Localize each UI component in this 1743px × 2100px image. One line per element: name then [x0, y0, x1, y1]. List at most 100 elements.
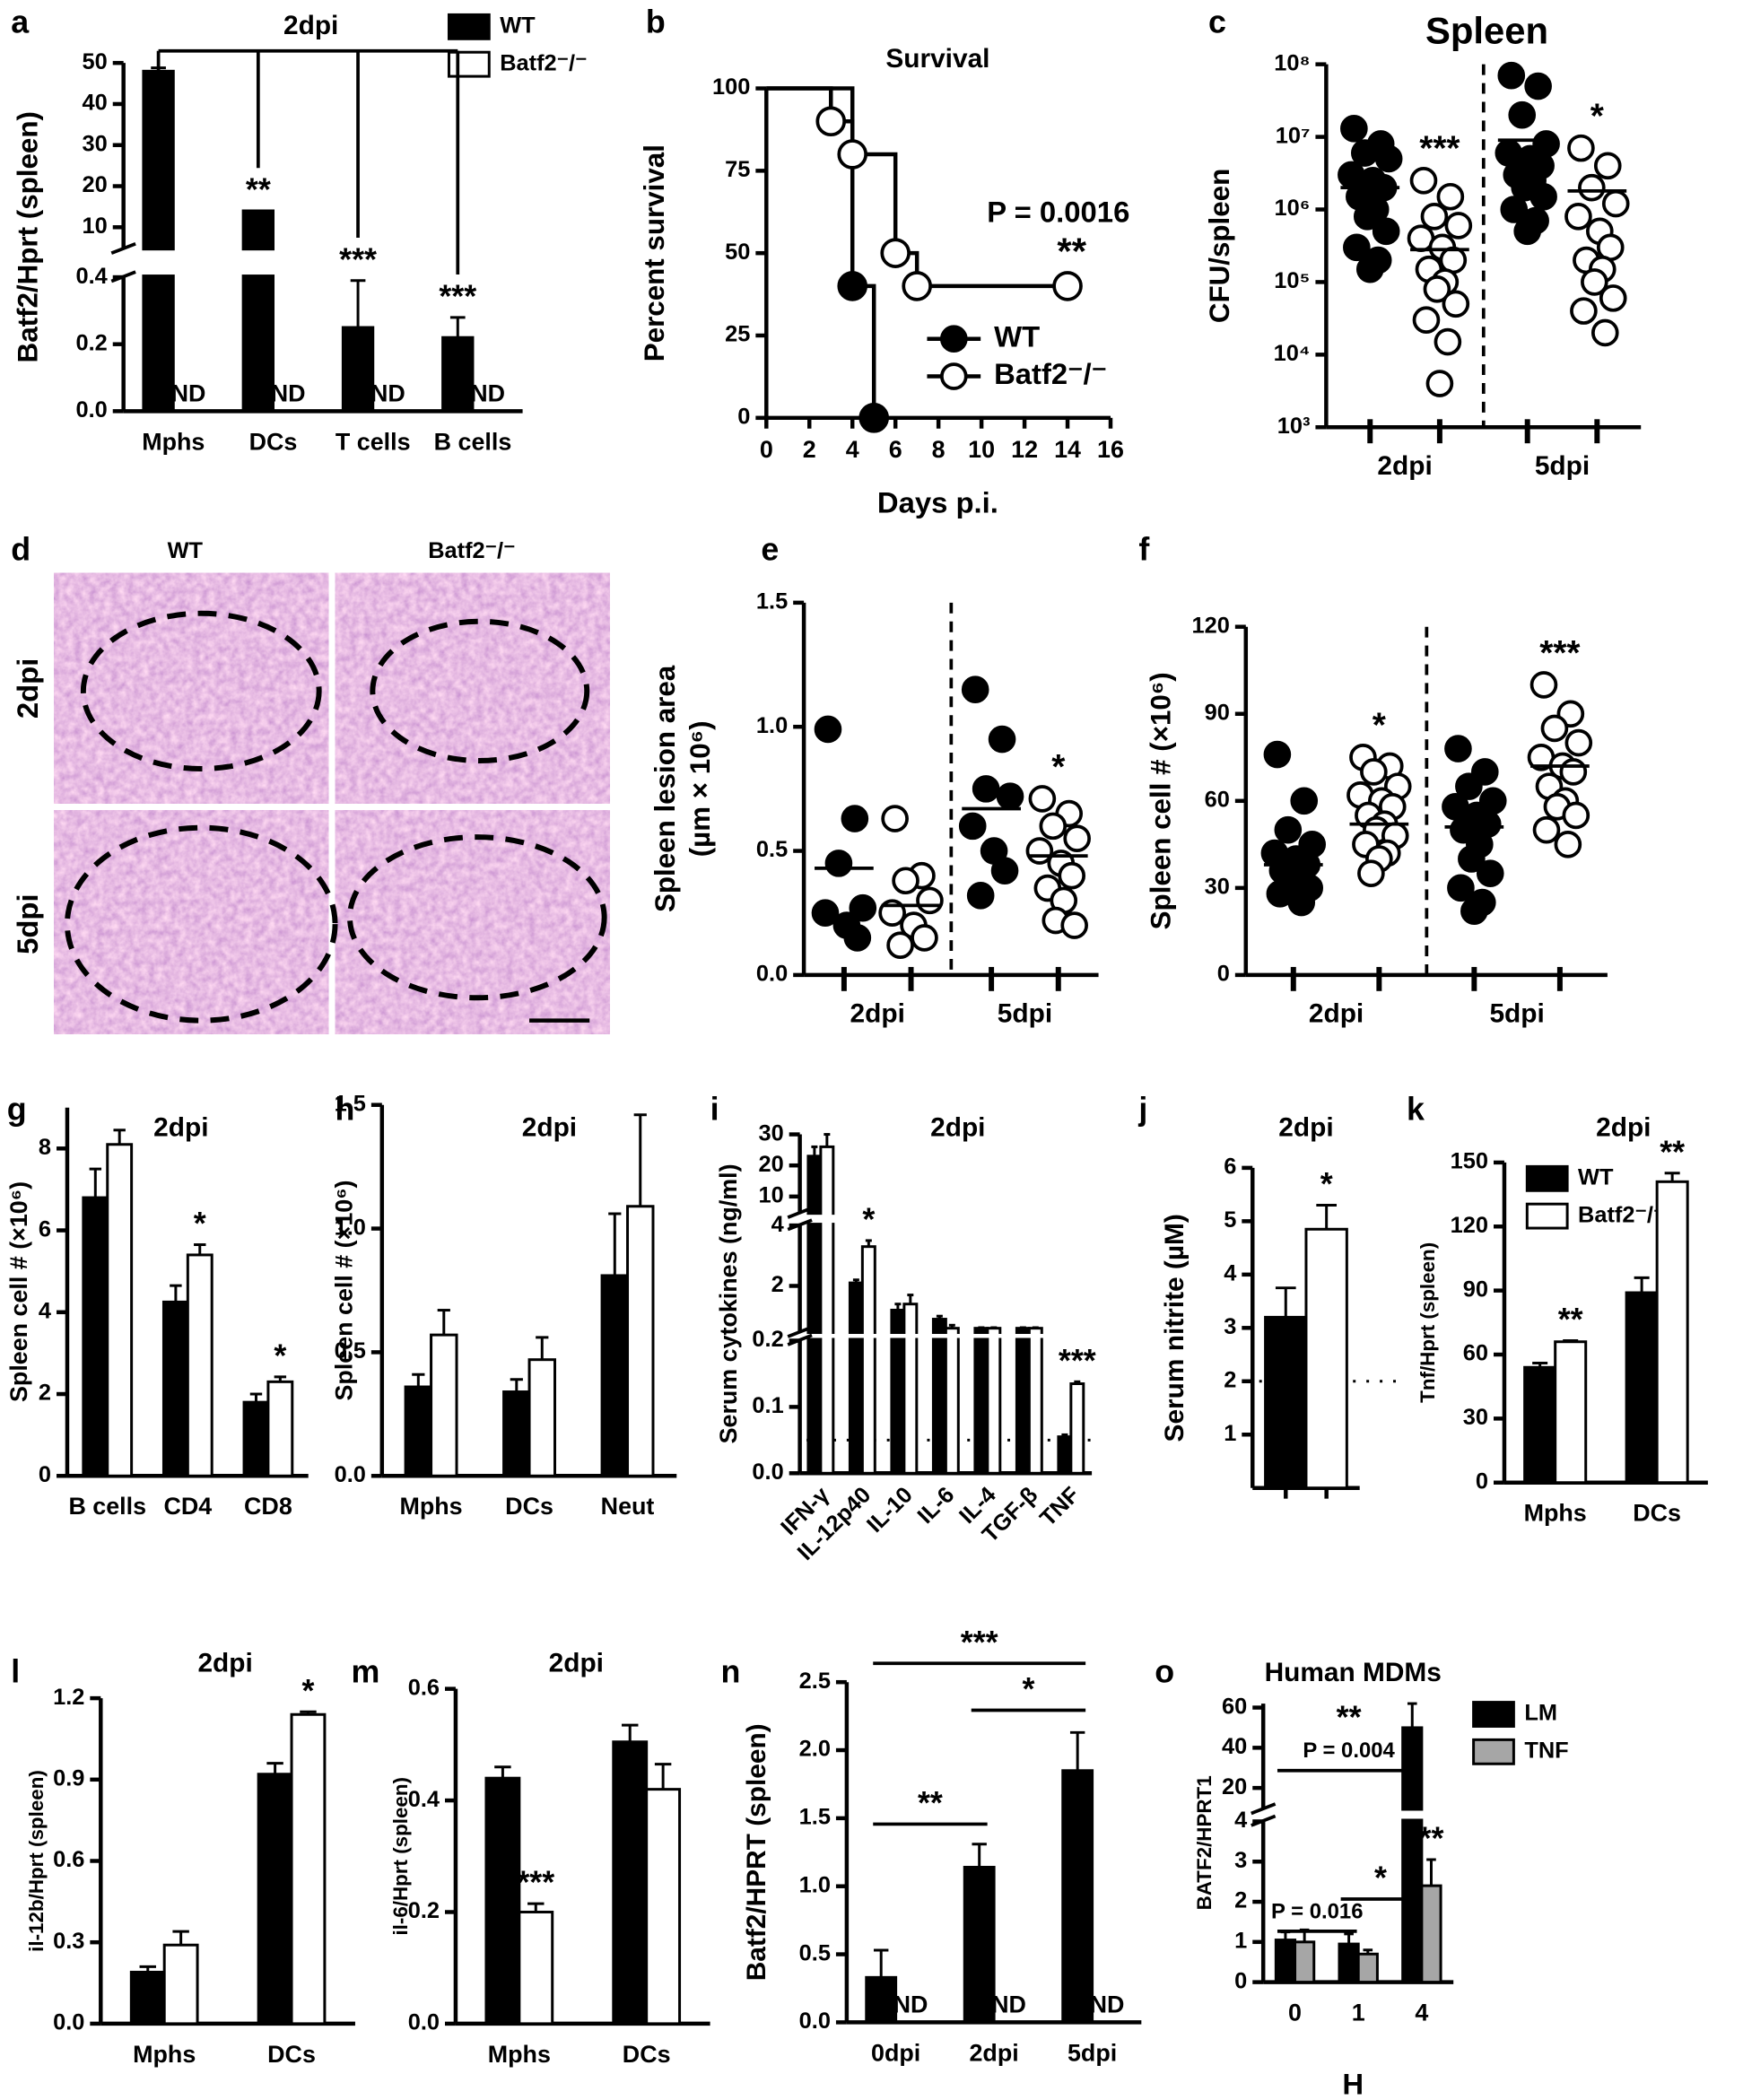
- value-label: ND: [1090, 1991, 1125, 2018]
- marker: [880, 238, 911, 268]
- point: [1412, 306, 1441, 335]
- bar: [441, 335, 475, 413]
- chart-title: 2dpi: [522, 1112, 577, 1142]
- y-tick-label: 0.0: [799, 2009, 831, 2034]
- legend-swatch: [1525, 1164, 1569, 1192]
- point: [1423, 274, 1451, 303]
- point: [972, 775, 1000, 803]
- bar: [1274, 1939, 1297, 1984]
- point: [1524, 72, 1552, 100]
- x-tick-label: 2dpi: [1377, 451, 1432, 481]
- y-axis-label: il-12b/Hprt (spleen): [25, 1770, 48, 1952]
- legend-swatch: [447, 50, 491, 78]
- y-tick-label: 30: [83, 131, 108, 156]
- y-tick-label: 0.6: [53, 1847, 84, 1872]
- y-tick-label: 25: [725, 322, 750, 347]
- legend-label: WT: [1578, 1165, 1614, 1190]
- panel-letter: i: [710, 1092, 719, 1128]
- legend-label: LM: [1524, 1701, 1557, 1726]
- legend-label: Batf2⁻/⁻: [1578, 1202, 1665, 1227]
- x-tick-label: B cells: [68, 1493, 146, 1520]
- x-tick-label: Mphs: [142, 428, 205, 455]
- point: [1039, 812, 1068, 841]
- x-tick-label: 2dpi: [969, 2039, 1018, 2066]
- y-tick-label: 0.9: [53, 1766, 84, 1791]
- bar: [931, 1318, 947, 1475]
- bar: [600, 1274, 630, 1477]
- significance: *: [862, 1201, 875, 1237]
- x-tick-label: 1: [1352, 2000, 1365, 2026]
- y-tick-label: 0: [1476, 1468, 1488, 1494]
- x-tick-label: DCs: [623, 2041, 671, 2068]
- y-tick-label: 1: [1234, 1929, 1247, 1954]
- y-axis-label: Batf2/HPRT (spleen): [742, 1723, 771, 1981]
- y-tick-label: 0.2: [408, 1898, 440, 1923]
- y-axis-label: (µm × 10⁶): [684, 720, 716, 857]
- chart-title: Human MDMs: [1265, 1658, 1442, 1687]
- y-tick-label: 50: [725, 240, 750, 265]
- point: [1570, 297, 1598, 325]
- marker: [902, 271, 932, 301]
- value-label: ND: [991, 1991, 1026, 2018]
- x-tick-label: 5dpi: [998, 999, 1052, 1029]
- y-axis-label: Spleen lesion area: [649, 665, 681, 912]
- y-tick-label: 40: [83, 91, 108, 116]
- bar: [502, 1390, 531, 1477]
- y-tick-label: 10: [83, 213, 108, 239]
- point: [1564, 203, 1592, 231]
- x-tick-label: 10: [968, 436, 995, 463]
- point: [1442, 290, 1470, 318]
- point: [1500, 196, 1529, 223]
- point: [996, 782, 1024, 810]
- point: [1343, 233, 1371, 262]
- bar: [1069, 1382, 1085, 1475]
- significance: *: [274, 1338, 286, 1373]
- point: [1350, 139, 1379, 167]
- x-tick-label: CD4: [163, 1493, 212, 1520]
- bar: [430, 1333, 458, 1477]
- x-tick-label: 0dpi: [871, 2039, 920, 2066]
- histology-panel: d WT Batf2⁻/⁻ 2dpi 5dpi: [11, 532, 611, 1035]
- comparison-label: **: [918, 1785, 943, 1821]
- chart-title: 2dpi: [1278, 1112, 1333, 1142]
- y-tick-label: 10⁶: [1275, 196, 1311, 221]
- x-tick-label: 16: [1097, 436, 1124, 463]
- bar: [266, 1380, 294, 1477]
- y-tick-label: 4: [39, 1298, 51, 1323]
- x-tick-label: CD8: [244, 1493, 292, 1520]
- y-tick-label: 0.3: [53, 1929, 84, 1954]
- axis-break-mark: [787, 1333, 813, 1346]
- bar: [986, 1327, 1002, 1475]
- x-tick-label: 5dpi: [1489, 999, 1544, 1029]
- lesion-outline: [370, 618, 590, 764]
- chart-title: 2dpi: [153, 1112, 208, 1142]
- y-tick-label: 1: [1224, 1421, 1236, 1446]
- y-tick-label: 0.2: [75, 330, 107, 355]
- y-tick-label: 8: [39, 1135, 51, 1160]
- axis-break-mark: [110, 241, 136, 255]
- y-tick-label: 120: [1451, 1213, 1488, 1238]
- bar: [1420, 1884, 1442, 1984]
- y-tick-label: 0.4: [75, 264, 107, 289]
- point: [961, 675, 989, 703]
- panel-letter: f: [1138, 532, 1149, 568]
- point: [1529, 671, 1558, 699]
- point: [1372, 217, 1400, 246]
- lesion-outline: [64, 824, 338, 1024]
- y-tick-label: 4: [1234, 1808, 1247, 1833]
- y-tick-label: 40: [1222, 1734, 1247, 1759]
- x-tick-label: 2: [803, 436, 816, 463]
- bar: [1015, 1327, 1031, 1475]
- y-tick-label: 6: [39, 1216, 51, 1242]
- annotation: **: [1057, 231, 1086, 273]
- row-label: 2dpi: [11, 658, 44, 719]
- point: [1063, 824, 1091, 853]
- y-tick-label: 10⁸: [1274, 50, 1310, 75]
- x-tick-label: Neut: [601, 1493, 655, 1520]
- legend-marker: [940, 362, 968, 390]
- point: [1263, 740, 1292, 769]
- y-tick-label: 30: [1463, 1405, 1488, 1430]
- legend-swatch: [1472, 1738, 1515, 1765]
- bar: [484, 1776, 521, 2026]
